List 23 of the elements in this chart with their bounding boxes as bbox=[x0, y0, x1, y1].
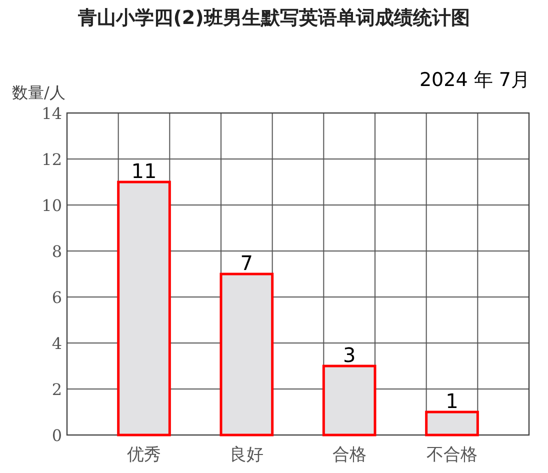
y-tick-label: 8 bbox=[52, 242, 62, 261]
data-label: 11 bbox=[131, 159, 157, 183]
y-tick-label: 12 bbox=[42, 150, 62, 169]
data-label: 3 bbox=[342, 343, 356, 367]
bar bbox=[220, 272, 274, 436]
y-tick-label: 10 bbox=[42, 196, 62, 215]
y-axis-title: 数量/人 bbox=[12, 83, 66, 102]
y-tick-label: 0 bbox=[52, 426, 62, 445]
chart-title: 青山小学四(2)班男生默写英语单词成绩统计图 bbox=[77, 7, 470, 29]
bar bbox=[425, 410, 479, 436]
y-tick-label: 2 bbox=[52, 380, 62, 399]
bar bbox=[117, 180, 171, 436]
y-tick-label: 4 bbox=[52, 334, 62, 353]
y-tick-label: 14 bbox=[42, 104, 62, 123]
text: 2024 年 7月 bbox=[419, 69, 530, 91]
y-tick-label: 6 bbox=[52, 288, 62, 307]
x-tick-label: 良好 bbox=[230, 445, 264, 465]
x-tick-label: 合格 bbox=[332, 445, 366, 465]
bar bbox=[322, 364, 376, 436]
x-tick-label: 不合格 bbox=[426, 445, 478, 465]
x-tick-label: 优秀 bbox=[127, 445, 161, 465]
data-label: 7 bbox=[240, 251, 254, 275]
data-label: 1 bbox=[446, 389, 458, 413]
